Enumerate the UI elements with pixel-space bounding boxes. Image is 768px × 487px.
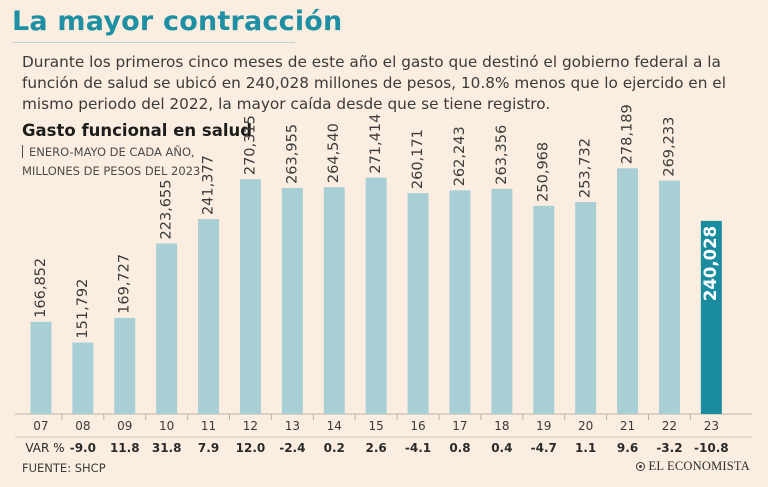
value-label-20: 253,732 bbox=[578, 138, 594, 198]
var-pct-14: 0.2 bbox=[324, 441, 345, 455]
bar-15 bbox=[365, 177, 387, 414]
value-label-08: 151,792 bbox=[75, 279, 91, 339]
x-tick-label-17: 17 bbox=[452, 419, 467, 433]
bar-17 bbox=[449, 190, 471, 414]
logo-text: EL ECONOMISTA bbox=[648, 459, 750, 473]
bar-10 bbox=[156, 243, 178, 414]
chart-subtitle-line2: MILLONES DE PESOS DEL 2023 bbox=[22, 164, 201, 178]
bar-12 bbox=[239, 179, 261, 414]
value-label-18: 263,356 bbox=[494, 125, 510, 185]
x-tick-label-16: 16 bbox=[410, 419, 425, 433]
value-label-12: 270,315 bbox=[242, 115, 258, 175]
bar-22 bbox=[658, 180, 680, 414]
x-tick-label-20: 20 bbox=[578, 419, 593, 433]
var-pct-20: 1.1 bbox=[575, 441, 596, 455]
value-label-10: 223,655 bbox=[159, 180, 175, 240]
bar-23 bbox=[700, 220, 722, 414]
x-tick-label-11: 11 bbox=[201, 419, 216, 433]
publisher-logo: EL ECONOMISTA bbox=[635, 459, 750, 474]
bar-14 bbox=[323, 187, 345, 414]
x-tick-label-13: 13 bbox=[285, 419, 300, 433]
var-pct-08: -9.0 bbox=[70, 441, 96, 455]
x-tick-label-09: 09 bbox=[117, 419, 132, 433]
bar-13 bbox=[281, 187, 303, 414]
x-tick-label-15: 15 bbox=[369, 419, 384, 433]
x-tick-label-18: 18 bbox=[494, 419, 509, 433]
value-label-19: 250,968 bbox=[536, 142, 552, 202]
title-divider bbox=[12, 42, 295, 43]
x-tick-label-22: 22 bbox=[662, 419, 677, 433]
bar-16 bbox=[407, 193, 429, 414]
bar-19 bbox=[533, 205, 555, 414]
x-tick-label-21: 21 bbox=[620, 419, 635, 433]
bar-18 bbox=[491, 188, 513, 414]
value-label-21: 278,189 bbox=[620, 104, 636, 164]
var-pct-12: 12.0 bbox=[236, 441, 266, 455]
intro-paragraph: Durante los primeros cinco meses de este… bbox=[22, 53, 726, 113]
value-label-23: 240,028 bbox=[701, 226, 720, 301]
x-tick-label-10: 10 bbox=[159, 419, 174, 433]
var-pct-18: 0.4 bbox=[491, 441, 512, 455]
var-pct-13: -2.4 bbox=[279, 441, 305, 455]
value-label-11: 241,377 bbox=[201, 155, 217, 215]
x-tick-label-07: 07 bbox=[33, 419, 48, 433]
value-label-17: 262,243 bbox=[452, 126, 468, 186]
bar-08 bbox=[72, 342, 94, 414]
bar-09 bbox=[114, 317, 136, 414]
var-pct-16: -4.1 bbox=[405, 441, 431, 455]
chart-subtitle: ENERO-MAYO DE CADA AÑO, MILLONES DE PESO… bbox=[22, 143, 282, 181]
x-tick-label-08: 08 bbox=[75, 419, 90, 433]
var-pct-23: -10.8 bbox=[694, 441, 729, 455]
var-pct-11: 7.9 bbox=[198, 441, 219, 455]
var-pct-19: -4.7 bbox=[531, 441, 557, 455]
value-label-16: 260,171 bbox=[410, 129, 426, 189]
var-pct-09: 11.8 bbox=[110, 441, 140, 455]
var-pct-21: 9.6 bbox=[617, 441, 638, 455]
value-label-13: 263,955 bbox=[284, 124, 300, 184]
var-pct-22: -3.2 bbox=[656, 441, 682, 455]
source-note: FUENTE: SHCP bbox=[22, 461, 106, 475]
x-tick-label-23: 23 bbox=[704, 419, 719, 433]
value-label-14: 264,540 bbox=[326, 123, 342, 183]
logo-mark-icon bbox=[635, 462, 645, 471]
x-tick-label-12: 12 bbox=[243, 419, 258, 433]
var-label: VAR % bbox=[25, 441, 64, 455]
x-tick-label-14: 14 bbox=[327, 419, 342, 433]
var-pct-15: 2.6 bbox=[366, 441, 387, 455]
x-tick-label-19: 19 bbox=[536, 419, 551, 433]
value-label-07: 166,852 bbox=[33, 258, 49, 318]
var-pct-17: 0.8 bbox=[449, 441, 470, 455]
chart-title: Gasto funcional en salud bbox=[22, 121, 253, 140]
page-title: La mayor contracción bbox=[12, 6, 343, 37]
chart-subtitle-line1: ENERO-MAYO DE CADA AÑO, bbox=[29, 145, 195, 159]
var-pct-10: 31.8 bbox=[152, 441, 182, 455]
bar-11 bbox=[198, 219, 220, 414]
bar-21 bbox=[617, 168, 639, 414]
value-label-15: 271,414 bbox=[368, 114, 384, 174]
value-label-22: 269,233 bbox=[661, 117, 677, 177]
value-label-09: 169,727 bbox=[117, 254, 133, 314]
bar-07 bbox=[30, 321, 52, 414]
subtitle-bar bbox=[22, 145, 23, 158]
bar-20 bbox=[575, 202, 597, 414]
